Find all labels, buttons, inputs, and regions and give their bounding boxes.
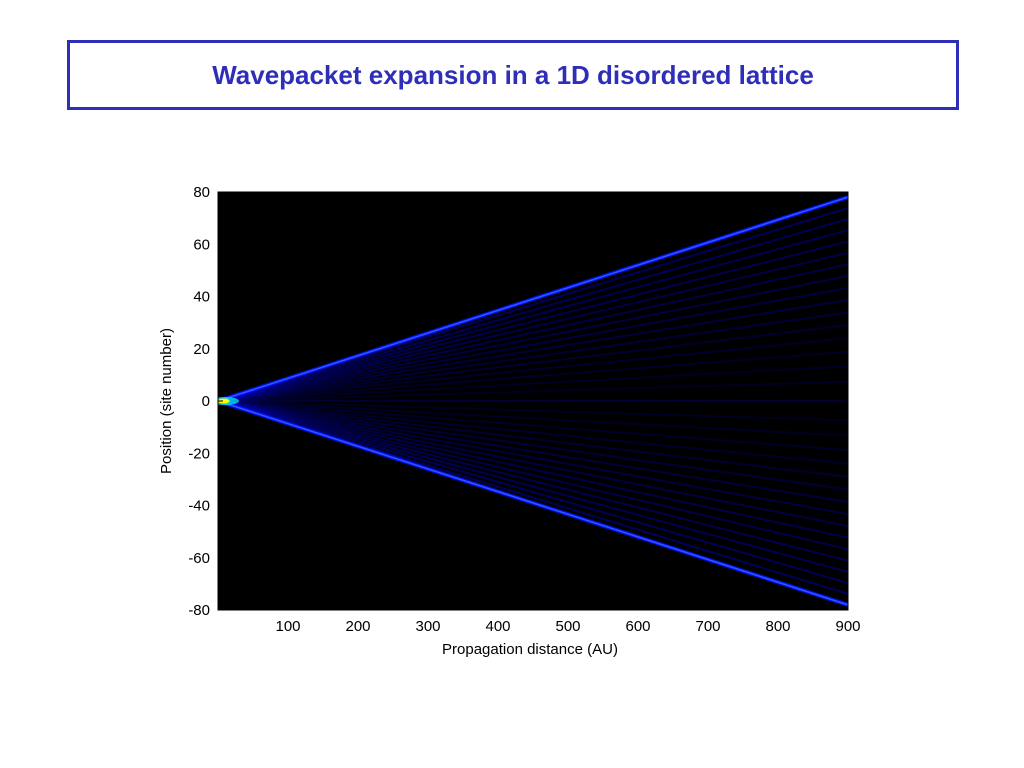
y-tick-label: 20 <box>193 341 210 358</box>
y-tick-label: 40 <box>193 289 210 306</box>
intensity-ray <box>218 400 848 527</box>
x-tick-label: 200 <box>345 618 370 635</box>
intensity-ray <box>218 400 848 422</box>
intensity-ray <box>218 400 848 452</box>
intensity-ray-core <box>218 400 848 606</box>
intensity-ray <box>218 240 848 402</box>
intensity-ray <box>218 299 848 402</box>
intensity-ray <box>218 400 848 573</box>
intensity-ray <box>218 380 848 402</box>
intensity-ray <box>218 229 848 402</box>
intensity-ray <box>218 350 848 402</box>
intensity-ray <box>218 400 848 491</box>
y-tick-label: 0 <box>202 393 210 410</box>
x-tick-label: 800 <box>765 618 790 635</box>
slide-title-box: Wavepacket expansion in a 1D disordered … <box>67 40 959 110</box>
intensity-ray <box>218 400 848 551</box>
x-tick-label: 300 <box>415 618 440 635</box>
x-axis: 100 200 300 400 500 600 700 800 900 <box>275 192 861 635</box>
intensity-ray-core <box>218 196 848 402</box>
y-axis: 80 60 40 20 0 -20 -40 -60 -80 <box>188 184 848 619</box>
intensity-ray <box>218 400 848 437</box>
x-tick-label: 700 <box>695 618 720 635</box>
x-tick-label: 600 <box>625 618 650 635</box>
origin-peak <box>218 398 230 404</box>
y-tick-label: 60 <box>193 236 210 253</box>
intensity-ray <box>218 286 848 402</box>
y-axis-label: Position (site number) <box>158 328 175 474</box>
intensity-ray <box>218 251 848 402</box>
slide-title: Wavepacket expansion in a 1D disordered … <box>212 59 814 90</box>
y-tick-label: -60 <box>188 550 210 567</box>
intensity-ray <box>218 365 848 402</box>
intensity-ray <box>218 275 848 402</box>
intensity-ray <box>218 324 848 402</box>
y-tick-label: -20 <box>188 445 210 462</box>
x-axis-label: Propagation distance (AU) <box>442 641 618 658</box>
x-tick-label: 100 <box>275 618 300 635</box>
intensity-ray <box>218 263 848 402</box>
y-tick-label: -80 <box>188 602 210 619</box>
intensity-ray <box>218 400 848 584</box>
intensity-ray <box>218 400 848 503</box>
plot-area <box>218 192 848 610</box>
intensity-ray <box>218 337 848 402</box>
heatmap-field <box>218 195 848 607</box>
intensity-ray <box>218 218 848 402</box>
intensity-ray <box>218 400 848 562</box>
x-tick-label: 500 <box>555 618 580 635</box>
x-tick-label: 400 <box>485 618 510 635</box>
x-tick-label: 900 <box>835 618 860 635</box>
intensity-ray <box>218 400 848 516</box>
intensity-ray <box>218 400 848 539</box>
intensity-ray <box>218 400 848 478</box>
intensity-ray <box>218 311 848 402</box>
y-tick-label: 80 <box>193 184 210 201</box>
y-tick-label: -40 <box>188 498 210 515</box>
intensity-ray <box>218 400 848 465</box>
